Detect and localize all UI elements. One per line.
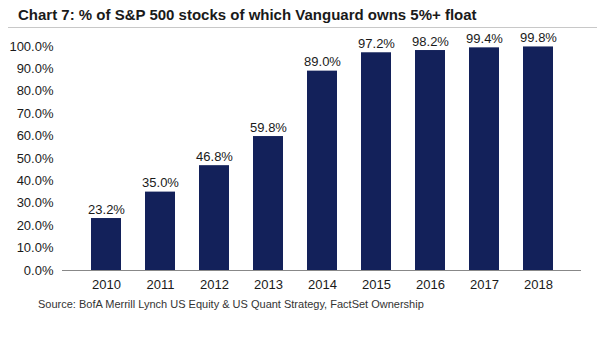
svg-text:0.0%: 0.0%: [24, 263, 54, 278]
svg-text:2015: 2015: [362, 277, 391, 292]
svg-text:97.2%: 97.2%: [358, 36, 395, 51]
svg-text:2018: 2018: [524, 277, 553, 292]
svg-text:30.0%: 30.0%: [17, 195, 54, 210]
html-text:Source: BofA Merrill Lynch US: Source: BofA Merrill Lynch US Equity & U…: [38, 298, 424, 310]
html-text:Chart 7: % of S&P 500 stocks o: Chart 7: % of S&P 500 stocks of which Va…: [18, 6, 477, 23]
svg-text:20.0%: 20.0%: [17, 218, 54, 233]
svg-text:99.4%: 99.4%: [466, 31, 503, 46]
svg-text:2016: 2016: [416, 277, 445, 292]
svg-text:2011: 2011: [147, 277, 175, 292]
svg-text:50.0%: 50.0%: [17, 151, 54, 166]
svg-text:2017: 2017: [470, 277, 499, 292]
svg-text:59.8%: 59.8%: [250, 120, 287, 135]
svg-text:60.0%: 60.0%: [17, 128, 54, 143]
svg-text:100.0%: 100.0%: [9, 39, 54, 54]
svg-text:2014: 2014: [308, 277, 337, 292]
svg-text:98.2%: 98.2%: [412, 34, 449, 49]
svg-text:10.0%: 10.0%: [17, 240, 54, 255]
svg-text:2012: 2012: [200, 277, 229, 292]
svg-text:46.8%: 46.8%: [196, 149, 233, 164]
svg-text:2010: 2010: [92, 277, 121, 292]
svg-text:40.0%: 40.0%: [17, 173, 54, 188]
svg-text:89.0%: 89.0%: [304, 54, 341, 69]
svg-text:23.2%: 23.2%: [88, 202, 125, 217]
svg-text:80.0%: 80.0%: [17, 83, 54, 98]
svg-text:90.0%: 90.0%: [17, 61, 54, 76]
svg-text:70.0%: 70.0%: [17, 106, 54, 121]
svg-text:99.8%: 99.8%: [520, 30, 557, 45]
svg-text:2013: 2013: [254, 277, 283, 292]
svg-text:35.0%: 35.0%: [142, 175, 179, 190]
